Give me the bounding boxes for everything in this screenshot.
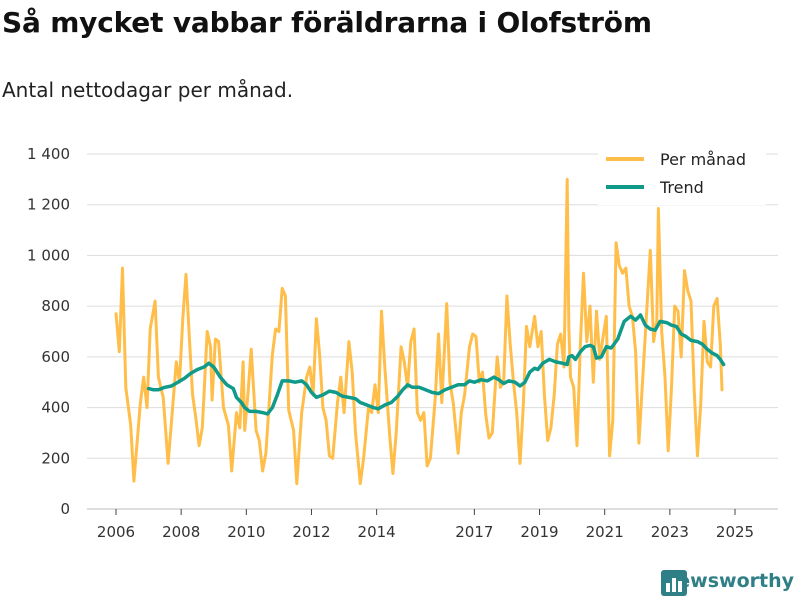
x-tick-label: 2006 (97, 523, 135, 541)
x-tick-label: 2012 (292, 523, 330, 541)
legend-background (598, 143, 766, 205)
y-tick-label: 1 400 (27, 145, 70, 163)
x-tick-label: 2014 (358, 523, 396, 541)
y-tick-label: 1 200 (27, 196, 70, 214)
newsworthy-icon (661, 570, 688, 596)
y-axis-ticks: 0 200 400 600 800 1 000 1 200 1 400 (27, 145, 70, 518)
brand-name: Newsworthy (661, 570, 794, 592)
series-line-per-manad[interactable] (114, 177, 724, 486)
newsworthy-logo[interactable]: Newsworthy (661, 570, 794, 596)
chart-title: Så mycket vabbar föräldrarna i Olofström (2, 6, 652, 39)
legend-label-trend: Trend (659, 178, 704, 197)
x-axis-ticks: 2006 2008 2010 2012 2014 2017 2019 2021 2023 2025 (97, 509, 754, 541)
x-tick-label: 2023 (651, 523, 689, 541)
chart-subtitle: Antal nettodagar per månad. (2, 78, 294, 102)
legend-label-per-manad: Per månad (660, 150, 746, 169)
x-tick-label: 2017 (455, 523, 493, 541)
y-tick-label: 0 (60, 500, 70, 518)
x-tick-label: 2019 (520, 523, 558, 541)
y-tick-label: 800 (41, 297, 70, 315)
x-tick-label: 2008 (162, 523, 200, 541)
y-tick-label: 400 (41, 399, 70, 417)
x-tick-label: 2021 (586, 523, 624, 541)
y-tick-label: 1 000 (27, 246, 70, 264)
series-line-trend[interactable] (146, 313, 726, 416)
series-lines (114, 177, 726, 486)
y-tick-label: 200 (41, 449, 70, 467)
legend[interactable]: Per månad Trend (598, 143, 766, 205)
x-tick-label: 2025 (716, 523, 754, 541)
y-tick-label: 600 (41, 348, 70, 366)
x-tick-label: 2010 (227, 523, 265, 541)
